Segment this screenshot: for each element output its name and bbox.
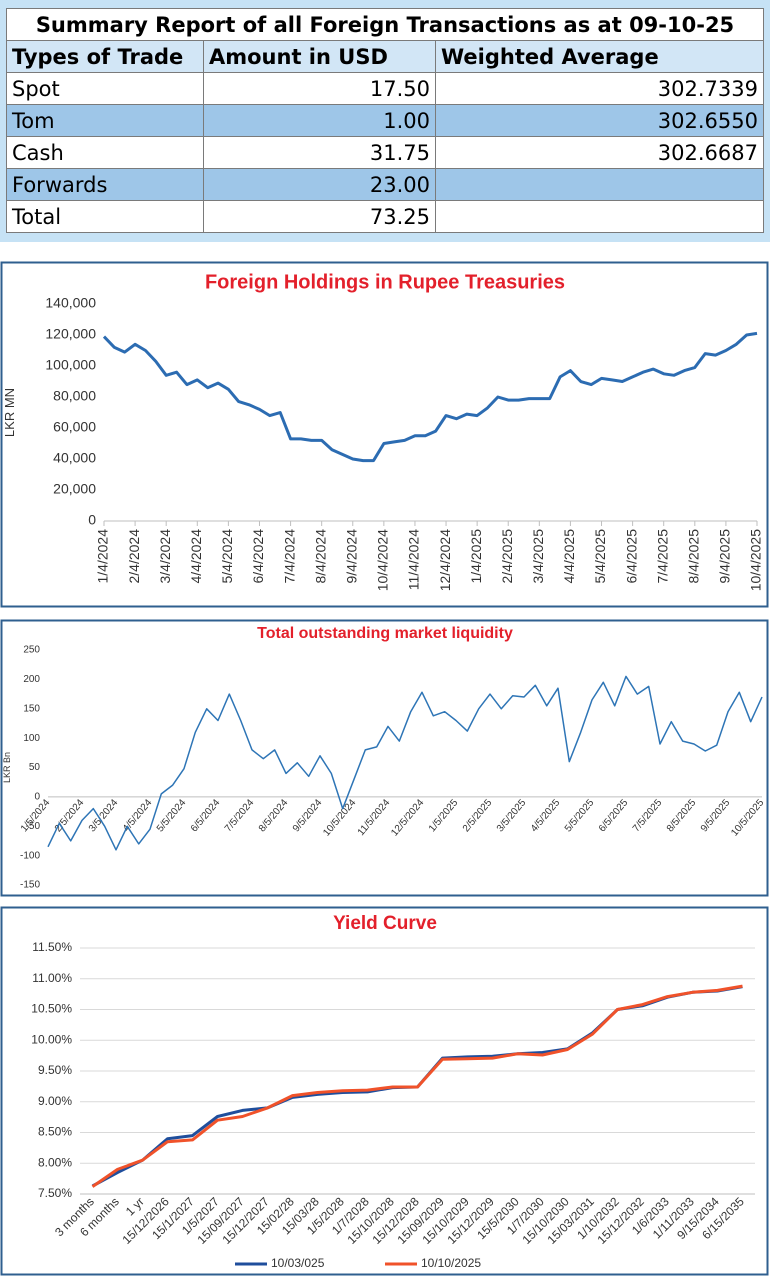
- y-tick-label: 60,000: [53, 419, 96, 435]
- header-cell: Amount in USD: [203, 40, 436, 73]
- header-cell: Types of Trade: [6, 40, 204, 73]
- chart-frame: [0, 906, 769, 1276]
- cell: 302.6550: [435, 104, 764, 137]
- x-tick-label: 2/4/2025: [499, 529, 515, 584]
- x-tick-label: 1/4/2025: [468, 529, 484, 584]
- x-tick-label: 7/4/2024: [281, 529, 297, 584]
- x-tick-label: 5/4/2025: [592, 529, 608, 584]
- y-tick-label: 200: [23, 674, 40, 685]
- x-tick-label: 3/4/2024: [157, 529, 173, 584]
- summary-table: Summary Report of all Foreign Transactio…: [6, 8, 764, 233]
- y-tick-label: 100,000: [45, 357, 96, 373]
- legend-label: 10/10/2025: [421, 1256, 481, 1270]
- cell: Total: [6, 200, 204, 233]
- y-tick-label: 9.50%: [38, 1063, 72, 1077]
- x-tick-label: 8/4/2025: [686, 529, 702, 584]
- table-title: Summary Report of all Foreign Transactio…: [6, 8, 764, 41]
- chart-frame: [0, 619, 769, 897]
- y-tick-label: 8.50%: [38, 1125, 72, 1139]
- chart-frame: [0, 261, 769, 608]
- x-tick-label: 9/4/2025: [717, 529, 733, 584]
- header-cell: Weighted Average: [435, 40, 764, 73]
- y-tick-label: -50: [26, 821, 41, 832]
- y-tick-label: 11.00%: [32, 971, 72, 985]
- cell: Tom: [6, 104, 204, 137]
- y-tick-label: 7.50%: [38, 1186, 72, 1200]
- x-tick-label: 1/4/2024: [95, 529, 111, 584]
- chart-title: Foreign Holdings in Rupee Treasuries: [205, 271, 565, 293]
- x-tick-label: 2/4/2024: [126, 529, 142, 584]
- cell: 1.00: [203, 104, 436, 137]
- y-tick-label: 80,000: [53, 388, 96, 404]
- y-tick-label: 0: [34, 792, 40, 803]
- cell: 73.25: [203, 200, 436, 233]
- y-tick-label: 50: [29, 762, 41, 773]
- x-tick-label: 10/4/2024: [375, 529, 391, 591]
- y-tick-label: 9.00%: [38, 1094, 72, 1108]
- y-axis-label: LKR Bn: [2, 752, 12, 783]
- x-tick-label: 11/4/2024: [406, 529, 422, 590]
- y-tick-label: 10.00%: [31, 1032, 72, 1046]
- cell: 17.50: [203, 72, 436, 105]
- y-tick-label: 150: [23, 703, 40, 714]
- y-tick-label: -150: [20, 880, 40, 891]
- y-tick-label: 8.00%: [38, 1155, 72, 1169]
- x-tick-label: 3/4/2025: [530, 529, 546, 584]
- x-tick-label: 4/4/2025: [561, 529, 577, 584]
- x-tick-label: 6/4/2024: [250, 529, 266, 584]
- summary-table-panel: Summary Report of all Foreign Transactio…: [0, 0, 770, 242]
- y-tick-label: 0: [88, 512, 96, 528]
- x-tick-label: 8/4/2024: [312, 529, 328, 584]
- cell: Forwards: [6, 168, 204, 201]
- chart-title: Total outstanding market liquidity: [257, 625, 513, 642]
- y-axis-label: LKR MN: [2, 388, 17, 437]
- x-tick-label: 7/4/2025: [654, 529, 670, 584]
- y-tick-label: 10.50%: [31, 1002, 72, 1016]
- data-line: [102, 331, 758, 463]
- cell: Cash: [6, 136, 204, 169]
- cell: [435, 200, 764, 233]
- x-tick-label: 5/4/2024: [219, 529, 235, 584]
- data-line: [47, 675, 763, 851]
- legend-label: 10/03/025: [271, 1256, 325, 1270]
- cell: 302.7339: [435, 72, 764, 105]
- x-tick-label: 12/4/2024: [437, 529, 453, 591]
- cell: [435, 168, 764, 201]
- y-tick-label: 20,000: [53, 481, 96, 497]
- cell: 23.00: [203, 168, 436, 201]
- cell: 31.75: [203, 136, 436, 169]
- x-tick-label: 6/4/2025: [623, 529, 639, 584]
- y-tick-label: 140,000: [45, 295, 96, 311]
- y-tick-label: -100: [20, 850, 40, 861]
- y-tick-label: 100: [23, 733, 40, 744]
- x-tick-label: 9/4/2024: [343, 529, 359, 584]
- x-tick-label: 4/4/2024: [188, 529, 204, 584]
- series-line: [91, 984, 743, 1188]
- y-tick-label: 250: [23, 645, 40, 656]
- y-tick-label: 11.50%: [32, 940, 72, 954]
- cell: Spot: [6, 72, 204, 105]
- chart-title: Yield Curve: [333, 913, 437, 934]
- y-tick-label: 120,000: [45, 326, 96, 342]
- y-tick-label: 40,000: [53, 450, 96, 466]
- cell: 302.6687: [435, 136, 764, 169]
- x-tick-label: 10/4/2025: [748, 529, 764, 591]
